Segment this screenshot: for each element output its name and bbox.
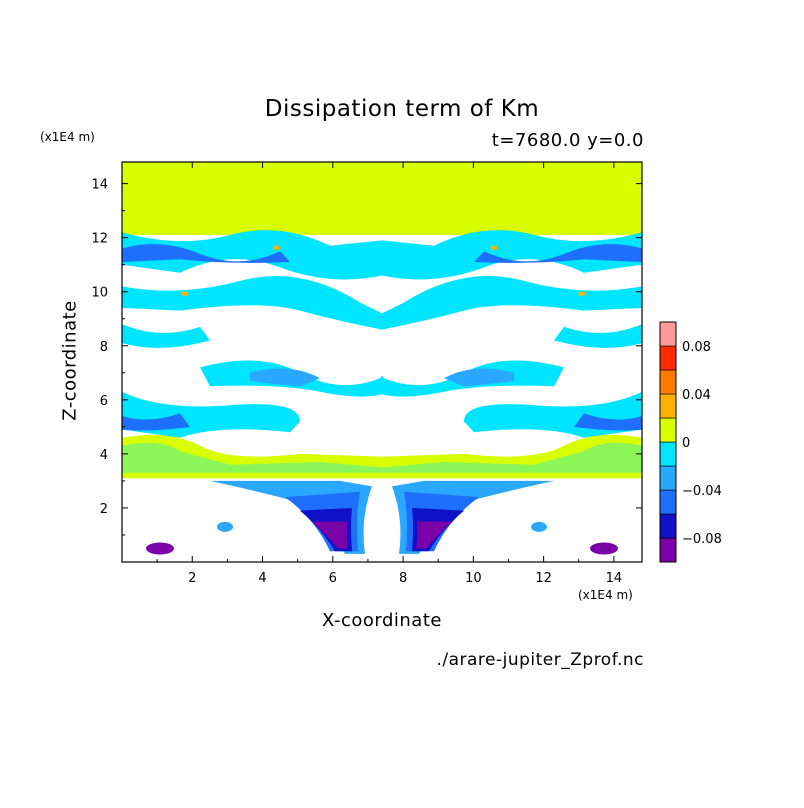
y-tick-label: 8: [100, 340, 108, 355]
upper-blue-band: [474, 244, 642, 263]
left-cyan-lobe: [122, 324, 210, 348]
mid-cyan-arm: [382, 276, 642, 330]
colorbar-swatch: [659, 489, 677, 515]
chart-title: Dissipation term of Km: [264, 96, 540, 122]
contour-field: [122, 162, 642, 562]
y-tick-label: 14: [91, 178, 108, 193]
y-axis-unit: (x1E4 m): [40, 130, 95, 144]
y-tick-label: 4: [100, 448, 108, 463]
colorbar-tick-label: 0.08: [682, 340, 711, 355]
colorbar-swatch: [659, 465, 677, 491]
bottom-small-spot: [217, 521, 233, 532]
y-tick-label: 2: [100, 502, 108, 517]
bottom-plume-core: [312, 521, 348, 549]
upper-cyan-band: [122, 230, 382, 280]
colorbar-swatch: [659, 345, 677, 371]
colorbar-frame: [659, 321, 677, 563]
lower-positive-band: [122, 434, 382, 479]
y-tick-label: 6: [100, 394, 108, 409]
upper-cyan-band: [382, 230, 642, 280]
chart-subtitle: t=7680.0 y=0.0: [491, 130, 644, 151]
center-blue-lobe: [444, 368, 514, 387]
positive-fleck: [578, 291, 585, 296]
x-axis-label: X-coordinate: [322, 610, 442, 631]
bottom-left-spot: [590, 542, 618, 555]
bottom-small-spot: [531, 521, 547, 532]
colorbar-tick-label: 0.04: [682, 388, 711, 403]
colorbar-swatch: [659, 393, 677, 419]
colorbar-swatch: [659, 321, 677, 347]
y-axis-label: Z-coordinate: [59, 300, 81, 421]
positive-fleck: [490, 245, 497, 250]
x-tick-label: 4: [258, 571, 266, 586]
colorbar-swatch: [659, 417, 677, 443]
x-axis-unit: (x1E4 m): [578, 588, 633, 602]
colorbar-tick-label: −0.04: [682, 484, 722, 499]
colorbar-swatch: [659, 369, 677, 395]
source-file-label: ./arare-jupiter_Zprof.nc: [436, 650, 644, 670]
plot-frame: [121, 161, 643, 563]
colorbar-tick-label: 0: [682, 436, 690, 451]
bottom-left-spot: [146, 542, 174, 555]
x-tick-label: 10: [465, 571, 482, 586]
bottom-plume-core: [416, 521, 452, 549]
center-blue-lobe: [250, 368, 320, 387]
positive-fleck: [273, 245, 280, 250]
x-tick-label: 6: [329, 571, 337, 586]
mid-cyan-arm: [122, 276, 382, 330]
colorbar-tick-label: −0.08: [682, 532, 722, 547]
x-tick-label: 12: [535, 571, 552, 586]
y-tick-label: 12: [91, 232, 108, 247]
y-tick-label: 10: [91, 286, 108, 301]
colorbar-swatch: [659, 513, 677, 539]
lower-blue-lobe: [122, 413, 190, 431]
left-cyan-lobe: [554, 324, 642, 348]
lower-cyan-tint: [122, 442, 382, 473]
x-tick-label: 14: [606, 571, 623, 586]
positive-fleck: [181, 291, 188, 296]
lower-blue-lobe: [574, 413, 642, 431]
upper-blue-band: [122, 244, 290, 263]
upper-positive-band: [122, 162, 642, 235]
colorbar-swatch: [659, 441, 677, 467]
lower-positive-band: [382, 434, 642, 479]
x-tick-label: 2: [188, 571, 196, 586]
x-tick-label: 8: [399, 571, 407, 586]
colorbar-swatch: [659, 537, 677, 563]
lower-cyan-tint: [382, 442, 642, 473]
